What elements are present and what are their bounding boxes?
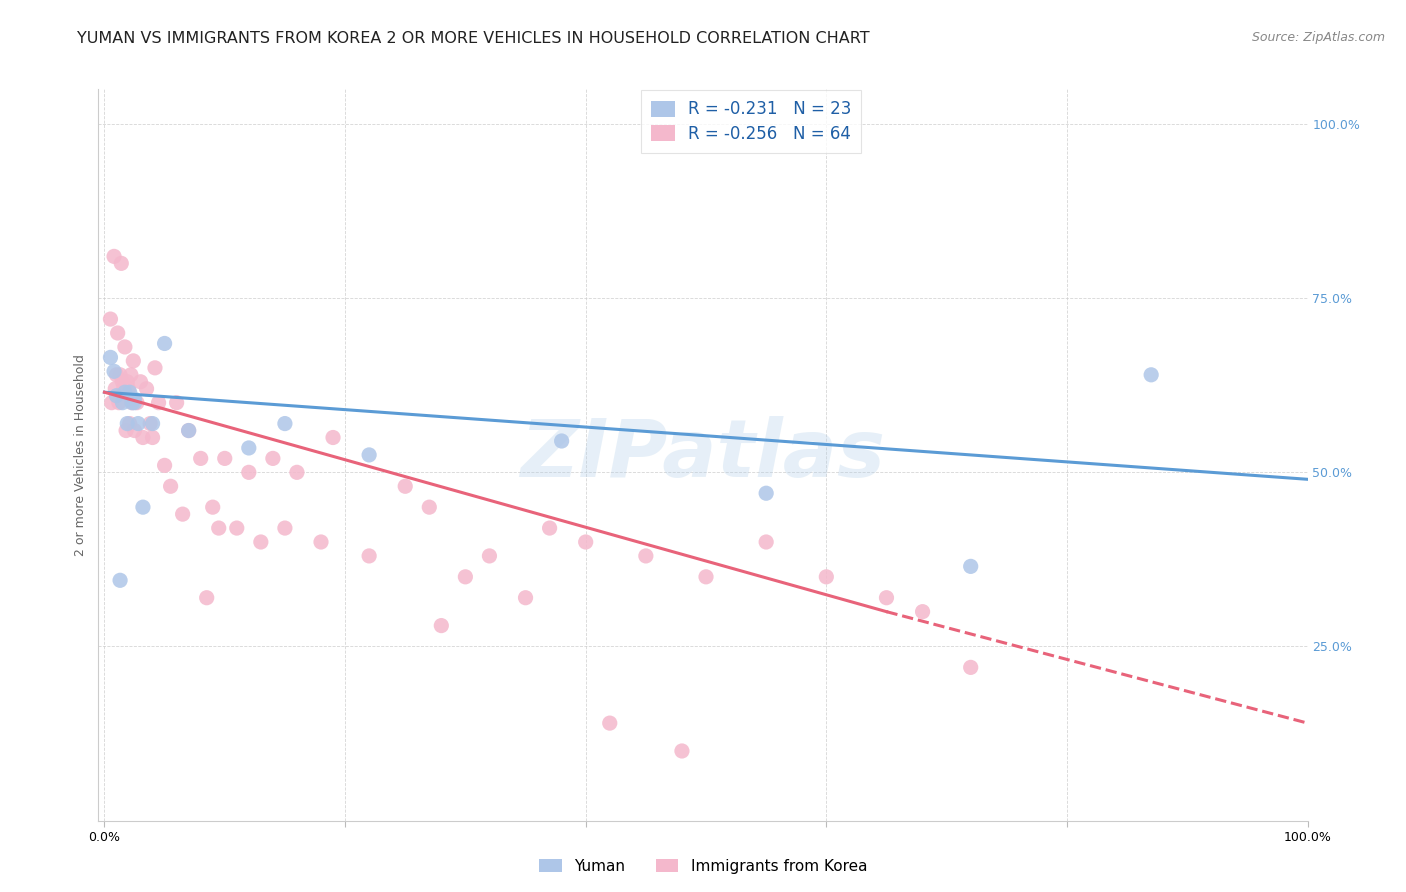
Point	[124, 395, 146, 409]
Point	[201, 500, 224, 515]
Point	[107, 326, 129, 340]
Point	[112, 382, 135, 396]
Point	[575, 535, 598, 549]
Point	[100, 351, 122, 365]
Point	[114, 340, 136, 354]
Text: YUMAN VS IMMIGRANTS FROM KOREA 2 OR MORE VEHICLES IN HOUSEHOLD CORRELATION CHART: YUMAN VS IMMIGRANTS FROM KOREA 2 OR MORE…	[77, 31, 870, 46]
Point	[129, 375, 152, 389]
Point	[108, 368, 131, 382]
Point	[103, 249, 125, 263]
Point	[911, 605, 934, 619]
Point	[225, 521, 247, 535]
Point	[159, 479, 181, 493]
Point	[132, 430, 155, 444]
Point	[117, 375, 139, 389]
Point	[214, 451, 236, 466]
Point	[599, 716, 621, 731]
Point	[100, 395, 122, 409]
Point	[117, 417, 139, 431]
Point	[671, 744, 693, 758]
Point	[103, 364, 125, 378]
Point	[418, 500, 440, 515]
Point	[125, 395, 148, 409]
Point	[322, 430, 344, 444]
Point	[359, 448, 381, 462]
Point	[139, 417, 162, 431]
Point	[121, 395, 143, 409]
Point	[108, 395, 131, 409]
Point	[959, 660, 981, 674]
Point	[262, 451, 284, 466]
Point	[875, 591, 897, 605]
Point	[309, 535, 332, 549]
Point	[250, 535, 273, 549]
Point	[166, 395, 188, 409]
Point	[104, 382, 127, 396]
Point	[108, 574, 131, 588]
Point	[274, 521, 297, 535]
Point	[114, 385, 136, 400]
Point	[478, 549, 501, 563]
Point	[124, 424, 146, 438]
Point	[195, 591, 218, 605]
Point	[755, 535, 778, 549]
Point	[127, 417, 149, 431]
Legend: R = -0.231   N = 23, R = -0.256   N = 64: R = -0.231 N = 23, R = -0.256 N = 64	[641, 90, 862, 153]
Point	[120, 368, 142, 382]
Point	[959, 559, 981, 574]
Point	[177, 424, 200, 438]
Point	[143, 360, 166, 375]
Point	[755, 486, 778, 500]
Point	[285, 466, 308, 480]
Point	[430, 618, 453, 632]
Point	[208, 521, 231, 535]
Point	[118, 417, 141, 431]
Point	[153, 458, 176, 473]
Point	[695, 570, 717, 584]
Point	[121, 395, 143, 409]
Point	[238, 466, 260, 480]
Point	[634, 549, 657, 563]
Point	[132, 500, 155, 515]
Point	[100, 312, 122, 326]
Point	[111, 395, 134, 409]
Point	[359, 549, 381, 563]
Point	[190, 451, 212, 466]
Point	[118, 385, 141, 400]
Point	[815, 570, 838, 584]
Point	[135, 382, 157, 396]
Point	[538, 521, 561, 535]
Point	[117, 382, 139, 396]
Point	[105, 368, 128, 382]
Point	[124, 392, 146, 407]
Point	[115, 424, 138, 438]
Point	[105, 389, 128, 403]
Point	[153, 336, 176, 351]
Point	[550, 434, 572, 448]
Point	[110, 256, 132, 270]
Text: Source: ZipAtlas.com: Source: ZipAtlas.com	[1251, 31, 1385, 45]
Point	[1140, 368, 1163, 382]
Point	[274, 417, 297, 431]
Point	[238, 441, 260, 455]
Point	[142, 417, 165, 431]
Point	[454, 570, 477, 584]
Point	[394, 479, 416, 493]
Text: ZIPatlas: ZIPatlas	[520, 416, 886, 494]
Legend: Yuman, Immigrants from Korea: Yuman, Immigrants from Korea	[533, 853, 873, 880]
Point	[122, 354, 145, 368]
Y-axis label: 2 or more Vehicles in Household: 2 or more Vehicles in Household	[73, 354, 87, 556]
Point	[142, 430, 165, 444]
Point	[148, 395, 170, 409]
Point	[111, 375, 134, 389]
Point	[172, 507, 194, 521]
Point	[515, 591, 537, 605]
Point	[177, 424, 200, 438]
